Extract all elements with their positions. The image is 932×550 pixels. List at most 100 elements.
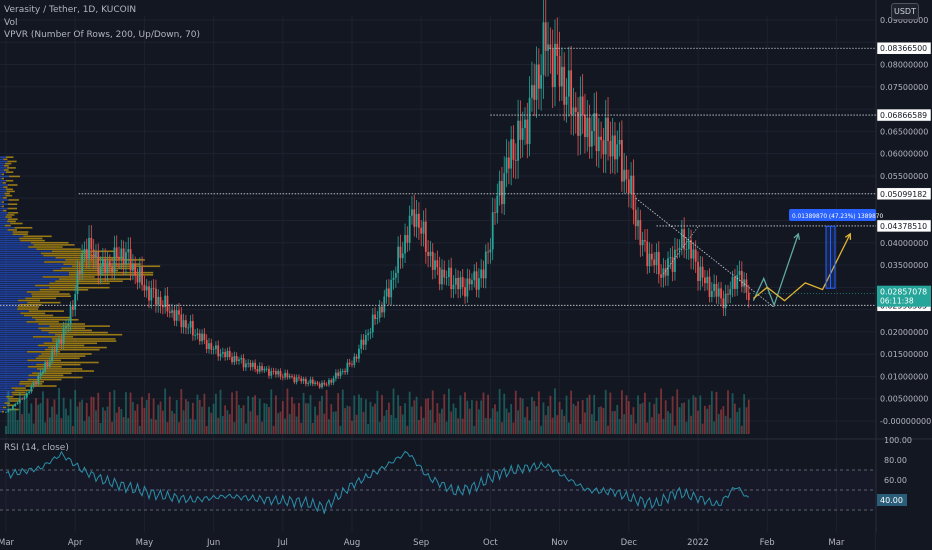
vpvr-bar-up bbox=[0, 167, 8, 169]
time-axis-label: Mar bbox=[0, 538, 15, 548]
volume-bar bbox=[517, 410, 519, 434]
volume-bar bbox=[531, 397, 533, 434]
volume-bar bbox=[108, 392, 111, 434]
volume-bar bbox=[734, 403, 736, 434]
candle-body bbox=[620, 140, 623, 182]
volume-bar bbox=[286, 388, 289, 434]
vpvr-bar-down bbox=[6, 395, 14, 398]
volume-bar bbox=[78, 401, 81, 434]
currency-button[interactable]: USDT bbox=[891, 3, 919, 20]
candle-body bbox=[55, 342, 58, 352]
candle-body bbox=[417, 213, 420, 228]
volume-bar bbox=[747, 399, 750, 434]
vpvr-bar-up bbox=[0, 164, 4, 167]
volume-bar bbox=[660, 388, 662, 434]
vpvr-bar-up bbox=[0, 209, 3, 212]
vpvr-bar-up bbox=[0, 410, 2, 413]
volume-bar bbox=[685, 421, 688, 434]
volume-bar bbox=[298, 402, 300, 434]
volume-bar bbox=[381, 394, 383, 434]
vpvr-bar-up bbox=[0, 308, 18, 310]
vpvr-bar-up bbox=[0, 299, 19, 302]
vpvr-bar-down bbox=[3, 164, 9, 167]
candle-body bbox=[360, 339, 363, 349]
vpvr-bar-down bbox=[31, 295, 71, 298]
candle-body bbox=[662, 268, 665, 278]
vpvr-bar-up bbox=[0, 229, 8, 231]
candle-body bbox=[531, 85, 533, 98]
candle-body bbox=[473, 271, 476, 281]
vpvr-bar-down bbox=[7, 167, 16, 169]
candle-body bbox=[171, 310, 173, 313]
candle-body bbox=[251, 362, 254, 368]
volume-bar bbox=[447, 388, 450, 434]
vpvr-bar-down bbox=[8, 211, 19, 214]
candle-body bbox=[217, 345, 220, 357]
candle-body bbox=[51, 350, 54, 362]
candle-body bbox=[9, 409, 12, 410]
vpvr-bar-down bbox=[26, 291, 60, 293]
candle-body bbox=[74, 294, 77, 310]
volume-bar bbox=[724, 415, 727, 434]
vpvr-bar-up bbox=[0, 402, 5, 404]
candle-body bbox=[632, 175, 635, 210]
vpvr-bar-down bbox=[41, 329, 92, 332]
candle-body bbox=[208, 343, 210, 350]
candle-body bbox=[325, 384, 328, 386]
vpvr-bar-down bbox=[3, 186, 8, 188]
candle-body bbox=[32, 382, 35, 387]
volume-bar bbox=[713, 421, 716, 434]
candle-body bbox=[85, 248, 88, 259]
volume-bar bbox=[411, 406, 413, 434]
candle-body bbox=[189, 320, 192, 328]
vpvr-bar-up bbox=[0, 239, 21, 242]
volume-bar bbox=[406, 425, 409, 434]
candle-body bbox=[731, 276, 734, 289]
volume-bar bbox=[155, 419, 157, 434]
vpvr-bar-up bbox=[0, 254, 44, 257]
candle-body bbox=[567, 70, 570, 97]
volume-bar bbox=[528, 420, 531, 434]
candle-body bbox=[364, 335, 367, 345]
volume-bar bbox=[143, 407, 146, 434]
vpvr-bar-down bbox=[49, 325, 110, 327]
candle-body bbox=[381, 306, 383, 313]
vpvr-bar-up bbox=[0, 218, 8, 221]
candle-body bbox=[738, 270, 741, 275]
vpvr-bar-up bbox=[0, 269, 54, 272]
volume-bar bbox=[346, 405, 349, 434]
candle-body bbox=[408, 215, 411, 243]
candle-body bbox=[434, 260, 436, 270]
volume-bar bbox=[697, 410, 699, 434]
vpvr-bar-down bbox=[27, 351, 61, 353]
volume-bar bbox=[44, 422, 47, 434]
volume-bar bbox=[23, 394, 26, 434]
vpvr-bar-down bbox=[12, 231, 29, 233]
volume-bar bbox=[572, 403, 575, 434]
candle-body bbox=[600, 136, 603, 141]
vpvr-bar-up bbox=[0, 211, 9, 214]
vpvr-bar-down bbox=[40, 252, 91, 255]
candle-body bbox=[641, 240, 644, 246]
volume-bar bbox=[157, 404, 160, 434]
volume-bar bbox=[740, 425, 743, 434]
vpvr-bar-down bbox=[39, 288, 89, 291]
volume-bar bbox=[168, 396, 171, 434]
vpvr-bar-down bbox=[27, 378, 62, 381]
volume-bar bbox=[385, 409, 388, 434]
vpvr-bar-down bbox=[3, 169, 9, 171]
volume-bar bbox=[201, 406, 203, 434]
volume-bar bbox=[699, 395, 702, 434]
vpvr-bar-up bbox=[0, 276, 43, 278]
volume-bar bbox=[171, 410, 173, 434]
volume-bar bbox=[507, 412, 510, 434]
candle-body bbox=[240, 358, 243, 360]
volume-bar bbox=[92, 397, 95, 434]
level-label: 0.06866589 bbox=[880, 111, 927, 120]
volume-bar bbox=[65, 408, 67, 434]
vpvr-bar-down bbox=[7, 218, 18, 221]
volume-bar bbox=[431, 390, 434, 434]
candle-body bbox=[244, 363, 247, 368]
